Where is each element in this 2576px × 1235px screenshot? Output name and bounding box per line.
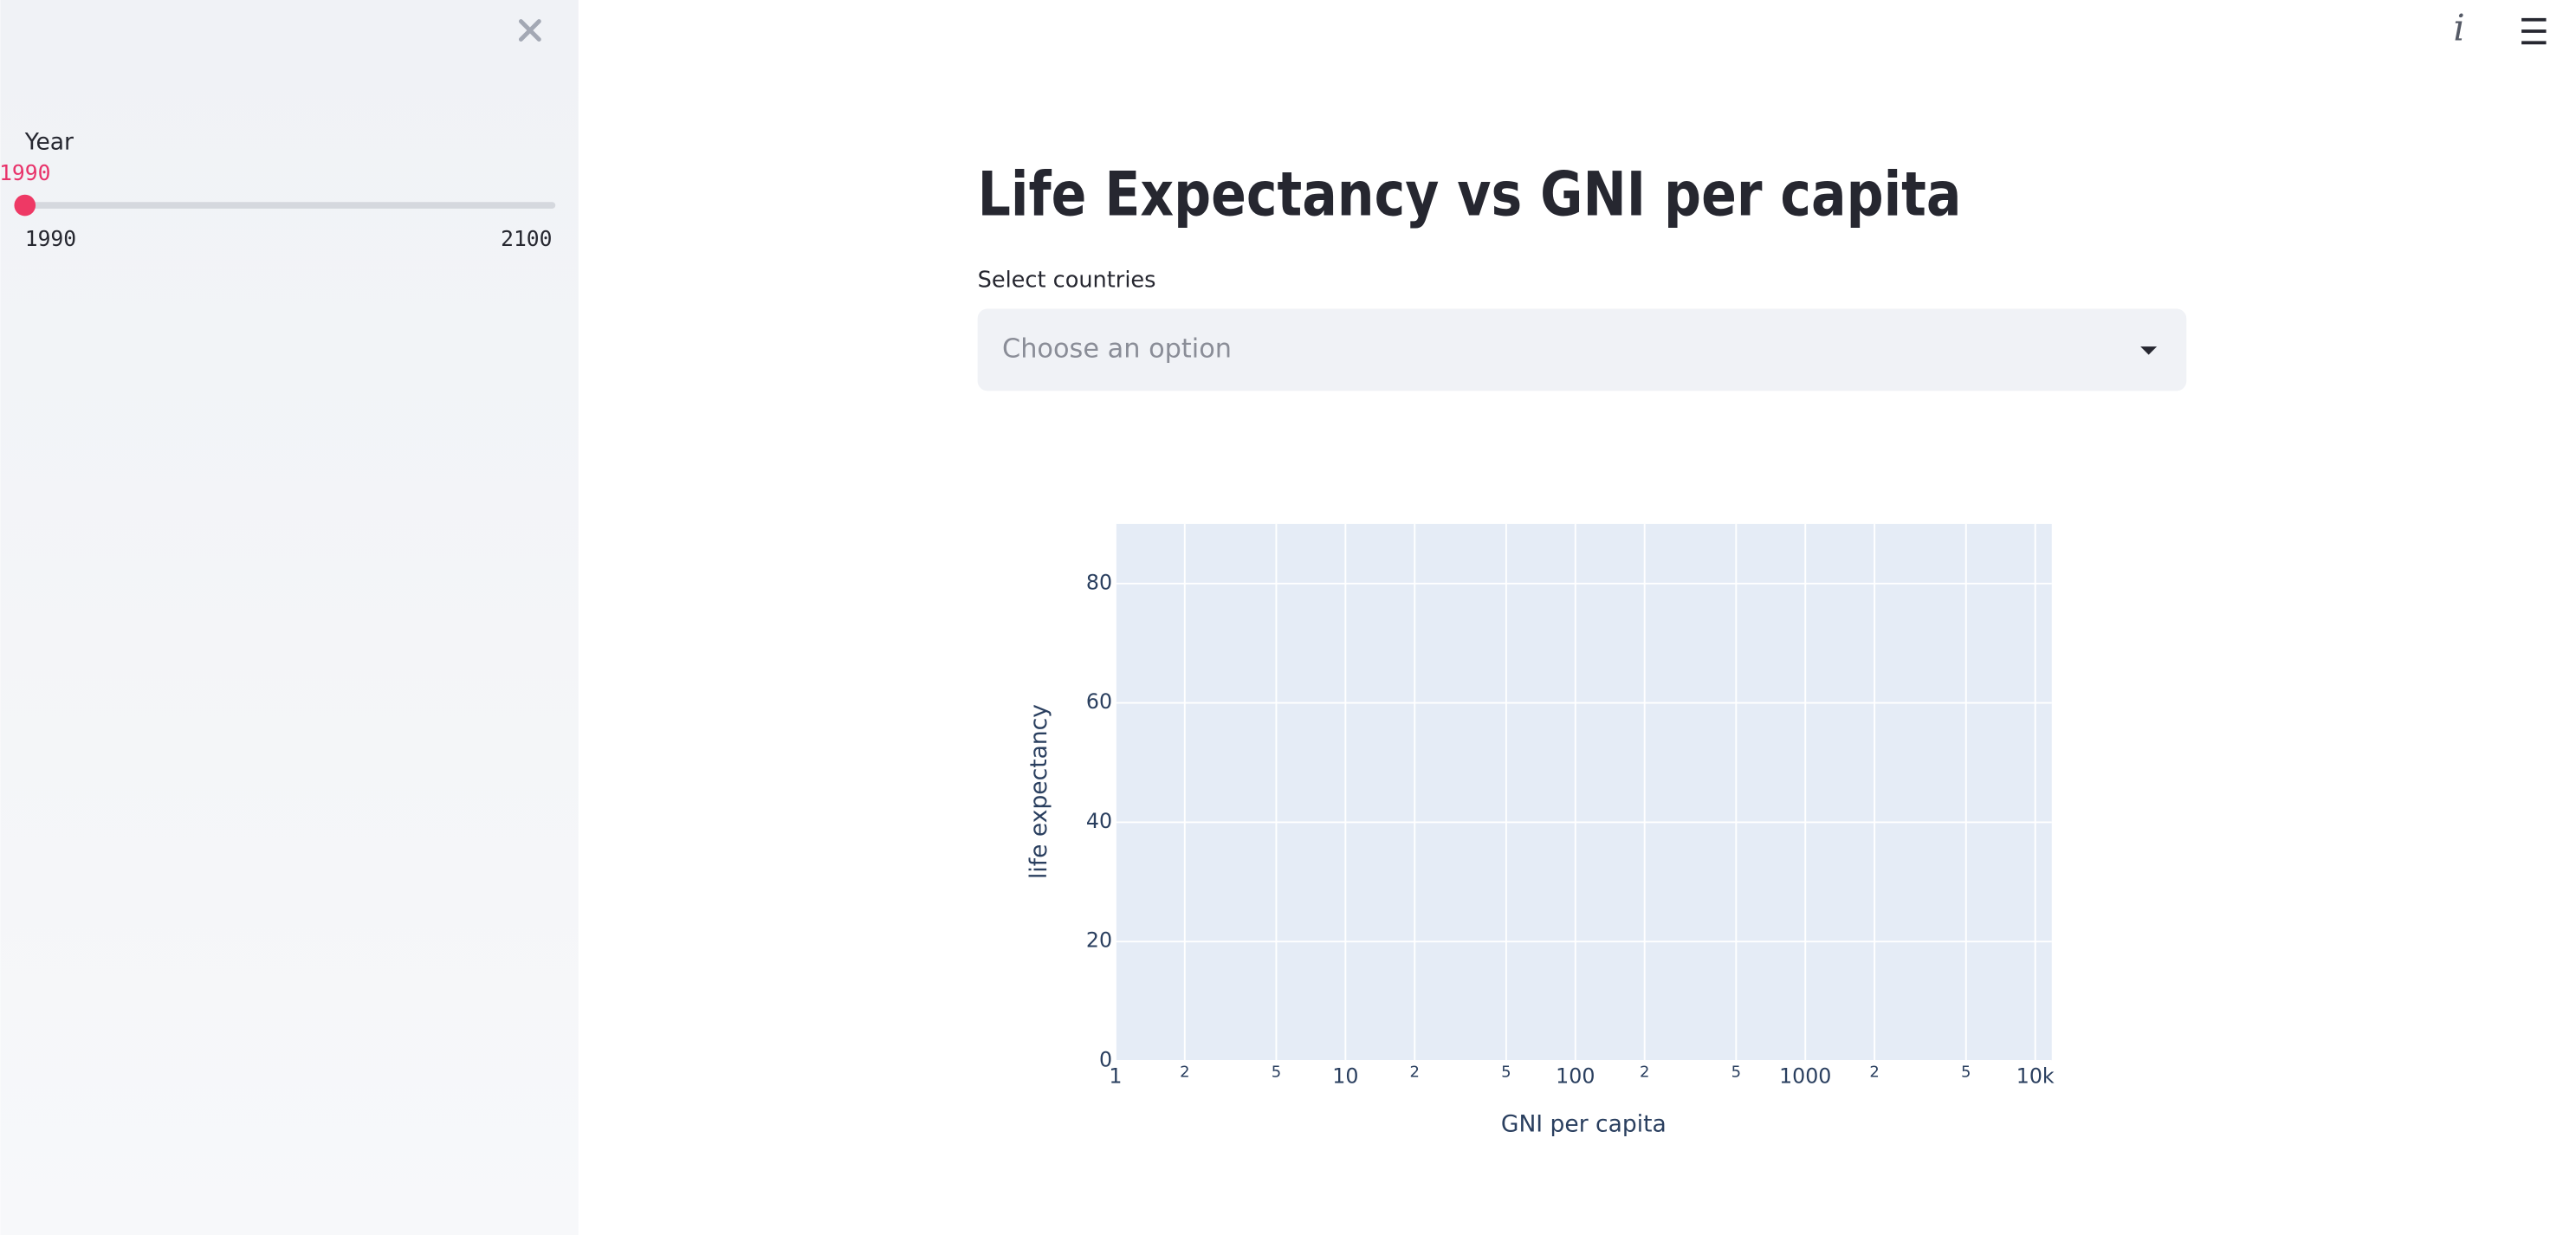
y-axis-title: life expectancy	[1026, 704, 1052, 879]
sidebar	[0, 0, 579, 1235]
slider-thumb[interactable]	[14, 194, 36, 217]
x-tick-label: 5	[1731, 1063, 1741, 1081]
x-tick-label: 10	[1332, 1064, 1358, 1088]
x-tick-label: 2	[1869, 1063, 1879, 1081]
x-axis-title: GNI per capita	[1501, 1110, 1667, 1137]
y-tick-label: 40	[1086, 809, 1112, 833]
x-tick-label: 2	[1180, 1063, 1189, 1081]
x-tick-label: 5	[1501, 1063, 1511, 1081]
x-tick-label: 5	[1961, 1063, 1971, 1081]
x-tick-label: 1	[1109, 1064, 1122, 1088]
select-label: Select countries	[978, 267, 1156, 293]
y-tick-label: 80	[1086, 570, 1112, 594]
x-tick-label: 10k	[2016, 1064, 2055, 1088]
x-tick-label: 5	[1272, 1063, 1281, 1081]
menu-icon[interactable]	[2521, 17, 2547, 45]
slider-value: 1990	[0, 160, 50, 185]
x-tick-label: 2	[1640, 1063, 1649, 1081]
slider-max: 2100	[501, 226, 552, 251]
plot-area	[1115, 523, 2052, 1061]
svg-text:𝑖: 𝑖	[2453, 7, 2464, 49]
slider-min: 1990	[25, 226, 76, 251]
x-tick-label: 100	[1556, 1064, 1595, 1088]
x-tick-label: 2	[1410, 1063, 1420, 1081]
slider-label: Year	[24, 128, 74, 155]
select-caret	[2140, 346, 2158, 355]
y-tick-label: 0	[1099, 1047, 1112, 1071]
page-title: Life Expectancy vs GNI per capita	[978, 158, 1962, 230]
select-placeholder: Choose an option	[1002, 333, 1232, 364]
about-icon[interactable]: 𝑖	[2453, 7, 2464, 49]
select-box[interactable]	[977, 308, 2187, 391]
y-tick-label: 60	[1086, 689, 1112, 714]
y-tick-label: 20	[1086, 928, 1112, 953]
close-sidebar[interactable]	[518, 19, 541, 42]
x-tick-label: 1000	[1779, 1064, 1831, 1088]
